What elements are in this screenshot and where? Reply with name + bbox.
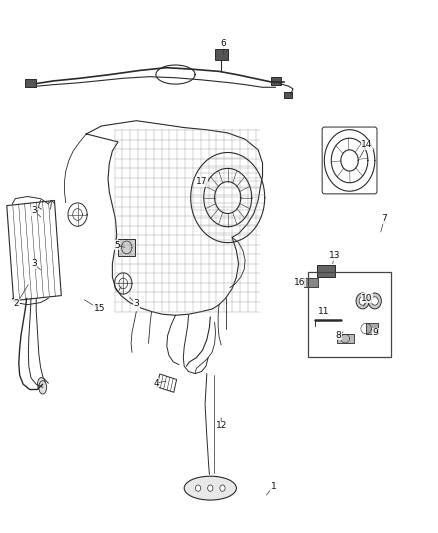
Circle shape	[356, 293, 369, 309]
Bar	[318, 265, 335, 277]
Text: 16: 16	[294, 278, 305, 287]
Bar	[366, 322, 378, 334]
Ellipse shape	[38, 377, 46, 391]
Bar	[336, 334, 354, 343]
Text: 5: 5	[114, 241, 120, 250]
Circle shape	[368, 293, 381, 309]
Bar	[25, 79, 36, 87]
Text: 3: 3	[31, 260, 37, 268]
Text: 1: 1	[271, 482, 276, 491]
Bar	[284, 92, 292, 98]
Text: 4: 4	[153, 378, 159, 387]
Text: 12: 12	[215, 421, 227, 430]
Bar	[308, 272, 391, 357]
Ellipse shape	[39, 381, 47, 394]
Text: 15: 15	[94, 304, 105, 313]
Bar	[118, 239, 135, 256]
Ellipse shape	[184, 476, 237, 500]
Text: 13: 13	[328, 252, 340, 261]
Circle shape	[359, 297, 366, 305]
Bar	[215, 49, 228, 60]
Text: 3: 3	[134, 299, 139, 308]
Circle shape	[208, 485, 213, 491]
Text: 2: 2	[14, 299, 19, 308]
Text: 3: 3	[31, 206, 37, 215]
Text: 8: 8	[336, 331, 342, 340]
Text: 10: 10	[361, 294, 373, 303]
Circle shape	[220, 485, 225, 491]
Bar	[304, 278, 318, 287]
Text: 11: 11	[318, 307, 329, 316]
Text: 6: 6	[220, 39, 226, 49]
Bar	[271, 77, 281, 85]
Text: 14: 14	[361, 140, 373, 149]
Text: 7: 7	[381, 214, 387, 223]
Circle shape	[195, 485, 201, 491]
Text: 17: 17	[196, 177, 207, 186]
Circle shape	[371, 297, 378, 305]
Text: 9: 9	[373, 328, 378, 337]
